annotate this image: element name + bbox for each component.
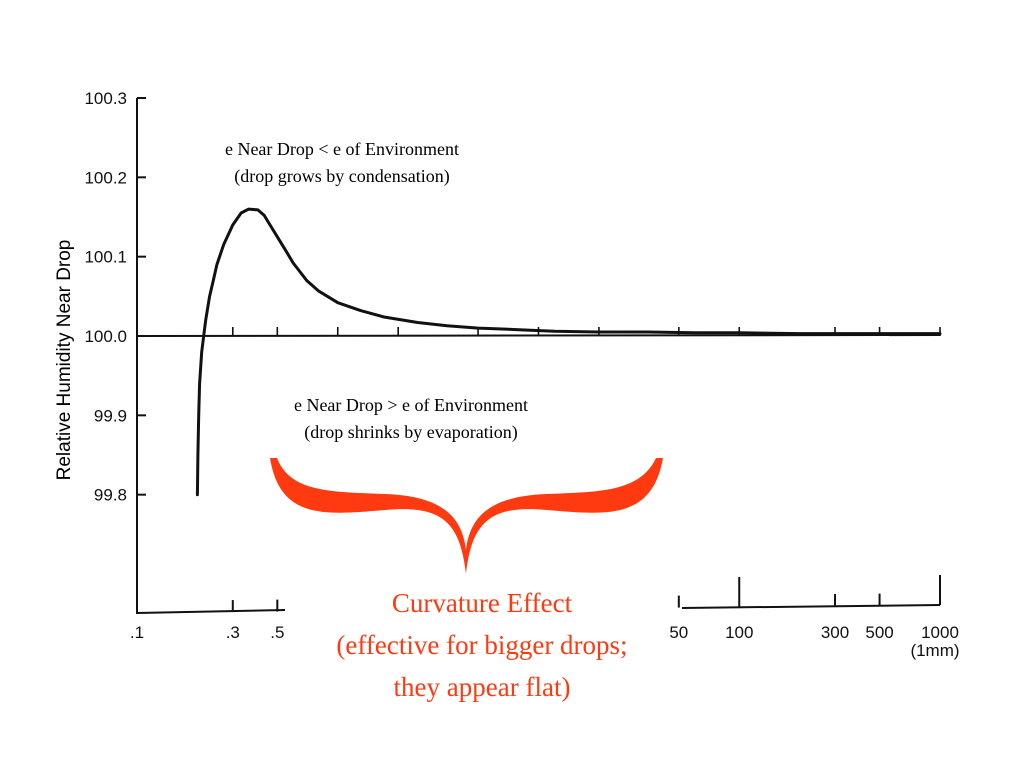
annotation-above-line2: (drop grows by condensation) (234, 166, 449, 187)
y-tick-label: 100.3 (84, 89, 127, 108)
x-tick-label: 1000 (921, 623, 959, 642)
annotation-below-line1: e Near Drop > e of Environment (294, 395, 528, 415)
annotation-above-line1: e Near Drop < e of Environment (225, 139, 459, 159)
callout-line1: Curvature Effect (392, 588, 573, 618)
y-tick-label: 99.8 (94, 486, 127, 505)
x-axis-line-left (136, 609, 286, 614)
callout-line3: they appear flat) (394, 672, 571, 702)
x-tick-label: 50 (669, 623, 688, 642)
y-tick-label: 100.0 (84, 327, 127, 346)
x-tick-label: 100 (725, 623, 753, 642)
x-tick-label: .5 (270, 623, 284, 642)
callout-line2: (effective for bigger drops; (336, 630, 627, 660)
annotation-below-line2: (drop shrinks by evaporation) (304, 422, 517, 443)
x-tick-label: 300 (821, 623, 849, 642)
y-axis-label: Relative Humidity Near Drop (54, 240, 75, 481)
x-axis-line-right (681, 604, 941, 609)
curly-brace-icon (270, 458, 663, 574)
y-axis-ticks: 100.3 100.2 100.1 100.0 99.9 99.8 (84, 89, 146, 505)
y-tick-label: 99.9 (94, 406, 127, 425)
x-tick-label: 500 (865, 623, 893, 642)
y-tick-label: 100.2 (84, 168, 127, 187)
x-tick-label: .3 (226, 623, 240, 642)
x-axis-ticks: .1 .3 .5 50 100 300 500 1000 (130, 575, 959, 642)
x-tick-label: .1 (130, 623, 144, 642)
x-unit-note: (1mm) (910, 641, 959, 660)
humidity-curve (195, 207, 942, 497)
y-tick-label: 100.1 (84, 248, 127, 267)
